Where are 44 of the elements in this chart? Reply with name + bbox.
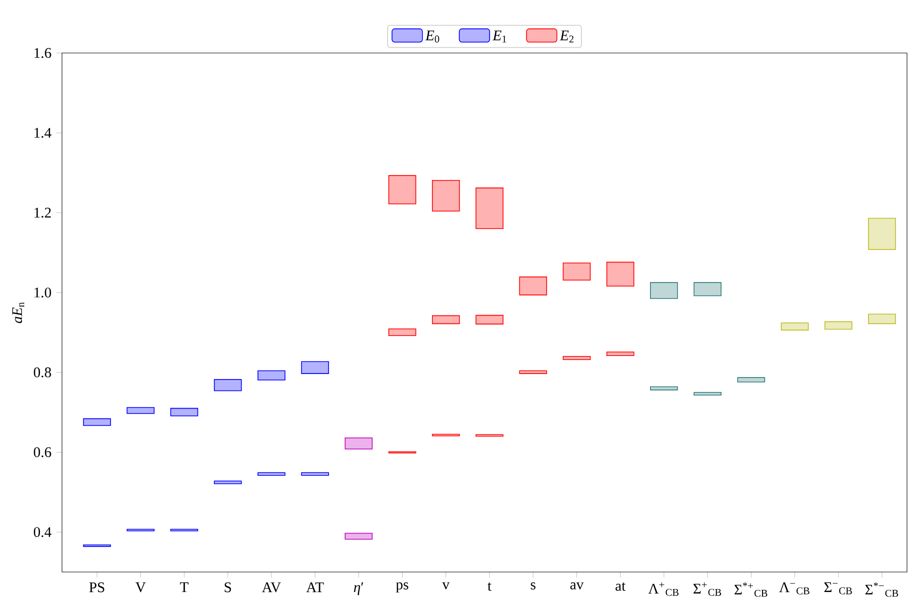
bar (650, 282, 678, 299)
x-tick-label: AT (306, 582, 324, 592)
bar (650, 386, 678, 390)
bar (432, 180, 460, 212)
bar (868, 218, 896, 250)
bar (344, 532, 373, 540)
y-tick-label: 1.0 (34, 288, 52, 298)
x-tick-label: ps (396, 582, 408, 592)
bar (694, 392, 722, 396)
y-tick-label: 1.4 (34, 128, 52, 138)
y-tick-label: 0.6 (34, 447, 52, 458)
bar (476, 188, 504, 230)
y-tick-label: 1.6 (34, 48, 52, 58)
x-tick-label: S (224, 582, 231, 592)
x-tick-label: η′ (354, 582, 364, 596)
x-tick-label: V (135, 582, 146, 592)
bar (824, 321, 852, 330)
x-tick-label: AV (262, 582, 281, 592)
legend-label: E$_{0}$ (425, 30, 440, 42)
y-tick-label: 0.8 (34, 367, 52, 378)
x-tick-label: T (180, 582, 188, 592)
x-tick-label: s (530, 582, 536, 590)
x-tick-label: Σ$^{*−}$CB (865, 582, 898, 597)
legend-label: E$_{2}$ (560, 30, 574, 42)
bar (868, 314, 896, 324)
legend-label: E$_{1}$ (492, 30, 506, 42)
bar (388, 175, 416, 204)
x-tick-label: Σ$^{−}$CB (824, 582, 852, 594)
bar (344, 437, 373, 450)
x-tick-label: Λ$^{−}$CB (779, 582, 810, 594)
y-tick-label: 0.4 (34, 527, 52, 538)
y-axis-title: aE$_{n}$ (12, 302, 24, 324)
x-tick-label: at (616, 582, 626, 591)
bar (737, 377, 766, 382)
x-tick-label: v (442, 582, 450, 590)
bar (780, 322, 809, 330)
y-tick-label: 1.2 (34, 208, 51, 218)
bar (694, 282, 722, 296)
x-tick-label: t (488, 582, 492, 591)
x-tick-label: Σ$^{+}$CB (693, 582, 722, 596)
x-tick-label: av (570, 582, 584, 590)
x-tick-label: Λ$^{+}$CB (648, 582, 679, 596)
x-tick-label: PS (89, 582, 104, 592)
x-tick-label: Σ$^{*+}$CB (734, 582, 768, 597)
